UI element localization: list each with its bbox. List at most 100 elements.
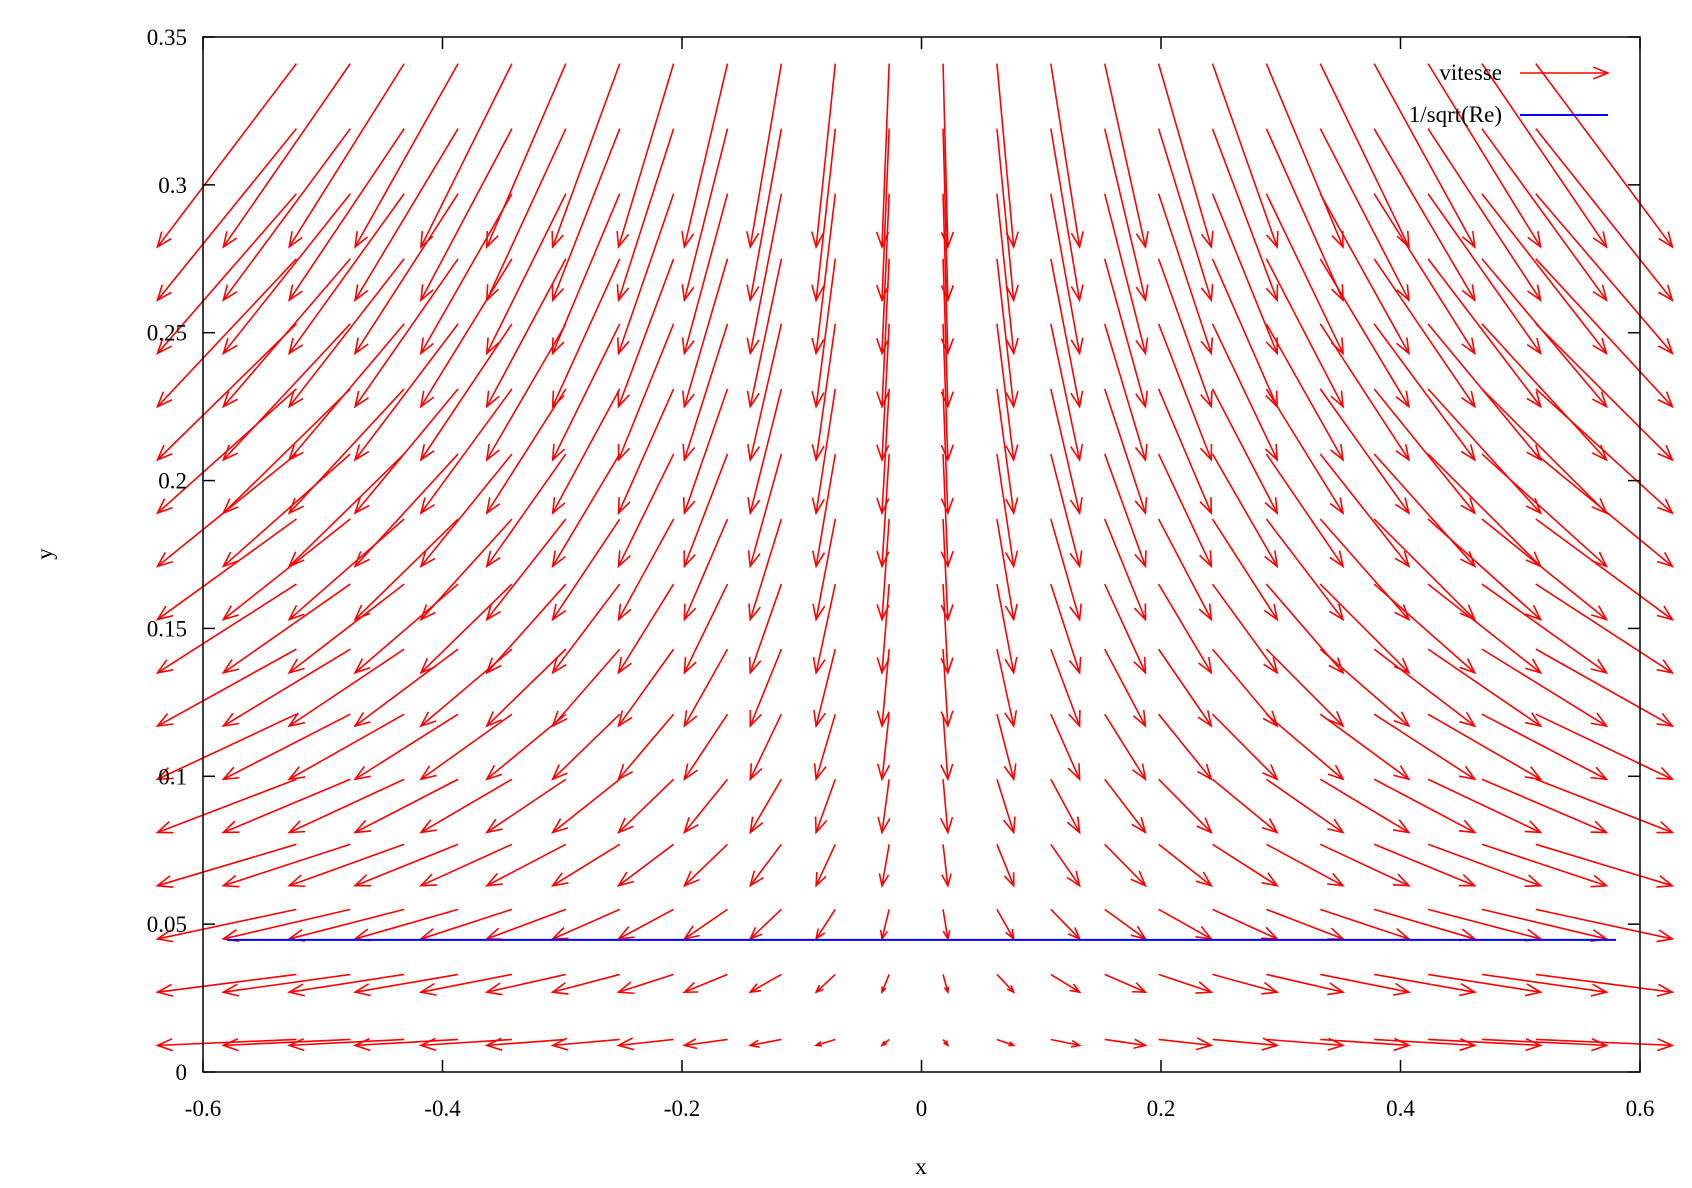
y-tick-label: 0 [176, 1060, 188, 1085]
velocity-arrow [221, 323, 351, 462]
velocity-arrow [996, 193, 1019, 356]
velocity-arrow [1157, 713, 1213, 781]
y-tick-label: 0.2 [158, 469, 187, 494]
y-tick-label: 0.25 [147, 321, 187, 346]
velocity-arrow [1157, 583, 1213, 675]
velocity-arrow [1050, 778, 1081, 835]
velocity-arrow [1535, 518, 1675, 621]
velocity-arrow [1319, 843, 1411, 887]
velocity-arrow [1481, 63, 1608, 249]
velocity-arrow [1158, 843, 1213, 888]
velocity-arrow [880, 1038, 890, 1047]
velocity-arrow [287, 258, 405, 409]
velocity-arrow [876, 323, 890, 463]
velocity-arrow [940, 323, 955, 463]
velocity-arrow [616, 843, 675, 887]
velocity-arrow [616, 778, 675, 834]
velocity-arrow [939, 779, 954, 835]
velocity-arrow [155, 713, 297, 781]
velocity-arrow [1535, 843, 1675, 888]
velocity-arrow [1157, 193, 1214, 356]
velocity-arrow [1157, 388, 1213, 516]
velocity-arrow [1319, 193, 1410, 356]
velocity-arrow [996, 973, 1016, 994]
velocity-arrow [1265, 518, 1345, 622]
velocity-arrow [353, 193, 459, 356]
velocity-arrow [221, 908, 351, 943]
velocity-arrow [746, 258, 783, 409]
velocity-arrow [1050, 63, 1084, 250]
velocity-arrow [940, 388, 954, 516]
velocity-arrow [1104, 778, 1147, 835]
velocity-arrow [352, 973, 459, 997]
x-axis-label: x [915, 1154, 927, 1179]
velocity-arrow [996, 518, 1018, 622]
velocity-arrow [156, 63, 298, 249]
velocity-arrow [287, 193, 405, 356]
velocity-arrow [484, 1037, 566, 1051]
velocity-arrow [1265, 323, 1345, 462]
velocity-arrow [551, 128, 621, 303]
velocity-arrow [1265, 453, 1345, 569]
velocity-arrow [942, 974, 950, 995]
velocity-arrow [1158, 778, 1213, 835]
velocity-arrow [681, 63, 729, 250]
velocity-arrow [616, 908, 674, 940]
velocity-arrow [287, 583, 405, 675]
velocity-arrow [1211, 583, 1279, 675]
velocity-arrow [1265, 128, 1344, 303]
plot-frame [202, 36, 1641, 1073]
velocity-arrow [155, 1038, 297, 1052]
velocity-arrow [1157, 258, 1213, 409]
x-axis-ticks: -0.6 -0.4 -0.2 0 0.2 0.4 0.6 [185, 37, 1655, 1121]
velocity-arrow [940, 518, 954, 622]
velocity-arrow [1373, 648, 1477, 728]
velocity-arrow [155, 908, 297, 943]
velocity-arrow [353, 648, 459, 728]
velocity-arrow [155, 843, 297, 888]
velocity-arrow [1319, 583, 1411, 675]
velocity-arrow [1427, 323, 1542, 462]
velocity-arrow [1374, 973, 1477, 997]
velocity-arrow [1103, 388, 1148, 516]
velocity-arrow [881, 974, 890, 995]
velocity-arrow [1050, 453, 1083, 569]
velocity-arrow [1373, 713, 1477, 781]
velocity-arrow [1212, 973, 1280, 995]
velocity-arrow [485, 63, 567, 249]
velocity-arrow [1103, 583, 1147, 675]
velocity-arrow [221, 583, 351, 675]
x-tick-label: 0.6 [1626, 1096, 1655, 1121]
velocity-arrow [419, 583, 513, 675]
legend: vitesse 1/sqrt(Re) [1409, 60, 1611, 127]
velocity-arrow [221, 843, 351, 888]
velocity-arrow [811, 128, 837, 303]
velocity-arrow [748, 973, 782, 994]
velocity-arrow [353, 258, 459, 409]
velocity-arrow [617, 453, 675, 569]
velocity-arrow [682, 388, 729, 516]
velocity-arrow [1211, 388, 1279, 516]
velocity-arrow [940, 453, 954, 569]
velocity-arrow [419, 193, 513, 356]
legend-arrow [1520, 66, 1611, 80]
velocity-arrow [221, 388, 351, 515]
velocity-arrow [221, 713, 351, 781]
velocity-arrow [683, 453, 729, 569]
x-tick-label: -0.2 [664, 1096, 700, 1121]
velocity-arrow [1212, 1037, 1280, 1051]
velocity-arrow [1319, 388, 1411, 515]
velocity-arrow [1103, 453, 1147, 569]
velocity-arrow [1265, 843, 1345, 887]
velocity-arrow [551, 258, 621, 409]
velocity-arrow [811, 258, 837, 409]
x-tick-label: -0.6 [185, 1096, 221, 1121]
velocity-arrow [419, 453, 513, 569]
velocity-arrow [1535, 973, 1675, 997]
velocity-arrow [1050, 518, 1082, 622]
velocity-arrow [1104, 973, 1148, 994]
velocity-arrow [1319, 128, 1410, 303]
velocity-arrow [1373, 63, 1476, 249]
x-tick-label: 0.4 [1386, 1096, 1415, 1121]
velocity-arrow [550, 1037, 620, 1051]
